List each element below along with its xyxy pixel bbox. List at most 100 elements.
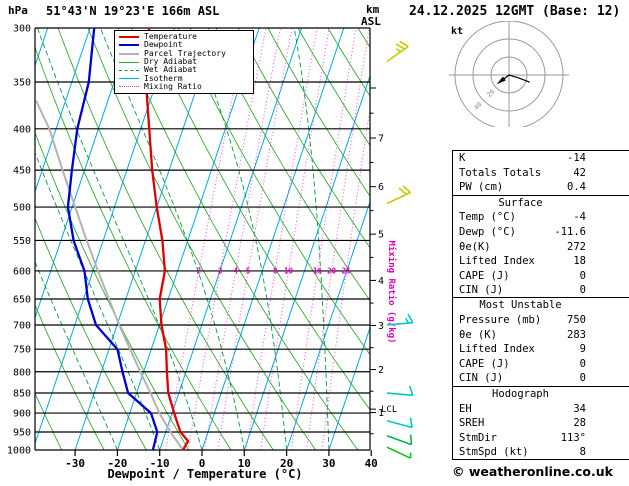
wind-barb [386, 40, 409, 63]
table-row: StmSpd (kt) 8 [453, 445, 629, 460]
svg-text:16: 16 [313, 266, 323, 275]
legend-line-sample [119, 86, 139, 88]
mixing-ratio-axis-label: Mixing Ratio (g/kg) [386, 241, 397, 344]
table-section: Surface Temp (°C) -4 Dewp (°C) -11.6 θe(K) 272… [453, 194, 629, 298]
indices-table: K -14 Totals Totals 42 PW (cm) 0.4 Surface Temp… [452, 150, 629, 461]
svg-text:450: 450 [13, 166, 31, 177]
svg-text:2: 2 [197, 266, 202, 275]
row-value: 0 [579, 269, 586, 282]
table-row: CIN (J) 0 [453, 283, 629, 298]
table-section: Most Unstable Pressure (mb) 750 θe (K) 283 Li… [453, 297, 629, 385]
pressure-grid [34, 27, 371, 451]
svg-text:-20: -20 [107, 457, 127, 470]
row-label: StmSpd (kt) [459, 446, 529, 459]
datetime-title: 24.12.2025 12GMT (Base: 12) [409, 4, 621, 19]
svg-text:700: 700 [13, 320, 31, 331]
svg-text:20: 20 [327, 266, 337, 275]
row-label: CIN (J) [459, 284, 504, 297]
row-value: 0 [579, 372, 586, 385]
legend-item-label: Parcel Trajectory [144, 48, 226, 58]
svg-text:800: 800 [13, 367, 31, 378]
svg-text:550: 550 [13, 236, 31, 247]
table-row: Dewp (°C) -11.6 [453, 225, 629, 240]
km-axis: 1 2 3 4 5 6 7 LCL [370, 87, 397, 435]
row-value: 0 [579, 357, 586, 370]
table-section-title: Surface [498, 196, 543, 209]
legend-item: Temperature [119, 33, 253, 41]
hodograph-trace [501, 74, 530, 83]
table-row: PW (cm) 0.4 [453, 180, 629, 195]
row-label: PW (cm) [459, 181, 504, 194]
row-value: -4 [573, 211, 586, 224]
table-section: Hodograph EH 34 SREH 28 StmDir 113° StmSpd (kt)… [453, 385, 629, 460]
asl-unit-label: ASL [361, 15, 381, 28]
legend-line-sample [119, 44, 139, 47]
table-row: SREH 28 [453, 416, 629, 431]
mixing-ratio-lines [165, 28, 370, 450]
svg-text:0: 0 [199, 457, 206, 470]
legend-line-sample [119, 61, 139, 63]
row-label: K [459, 152, 466, 165]
row-value: -11.6 [554, 226, 586, 238]
legend-item-label: Dry Adiabat [144, 57, 197, 67]
svg-text:350: 350 [13, 78, 31, 89]
row-value: 283 [567, 328, 586, 341]
legend-item: Isotherm [119, 74, 253, 82]
isotherm-lines [35, 28, 370, 450]
svg-text:3: 3 [378, 321, 384, 332]
svg-text:900: 900 [13, 409, 31, 420]
row-label: StmDir [459, 431, 497, 444]
table-row: EH 34 [453, 401, 629, 416]
row-label: CIN (J) [459, 372, 504, 385]
svg-text:750: 750 [13, 345, 31, 356]
row-value: 18 [573, 255, 586, 268]
copyright: © weatheronline.co.uk [452, 464, 613, 479]
row-label: Totals Totals [459, 166, 542, 179]
mixing-ratio-labels: 2 3 4 5 8 10 16 20 25 [197, 266, 351, 275]
station-title: 51°43'N 19°23'E 166m ASL [46, 4, 220, 18]
table-row: Pressure (mb) 750 [453, 313, 629, 328]
table-row: StmDir 113° [453, 430, 629, 445]
svg-text:3: 3 [218, 266, 223, 275]
row-label: Temp (°C) [459, 211, 516, 224]
svg-text:4: 4 [233, 266, 238, 275]
wind-barb [386, 185, 412, 205]
svg-text:1: 1 [378, 408, 384, 419]
table-section: K -14 Totals Totals 42 PW (cm) 0.4 [453, 150, 629, 195]
legend-item: Dewpoint [119, 41, 253, 49]
svg-text:20: 20 [280, 457, 293, 470]
legend-item: Dry Adiabat [119, 58, 253, 66]
row-label: CAPE (J) [459, 269, 510, 282]
row-value: 9 [579, 343, 586, 356]
svg-text:25: 25 [342, 266, 351, 275]
row-value: 0.4 [567, 181, 586, 194]
svg-text:850: 850 [13, 389, 31, 400]
pressure-axis-labels: 300 350 400 450 500 550 600 650 700 750 800 850 900 9… [7, 24, 31, 457]
svg-text:-30: -30 [65, 457, 85, 470]
wind-barb [386, 446, 412, 459]
wind-barb [386, 434, 413, 446]
km-unit-label: km [366, 3, 380, 16]
table-row: θe (K) 283 [453, 328, 629, 343]
table-row: CAPE (J) 0 [453, 357, 629, 372]
table-row: Temp (°C) -4 [453, 210, 629, 225]
table-row: θe(K) 272 [453, 239, 629, 254]
table-row: K -14 [453, 151, 629, 166]
dewpoint-line [66, 28, 159, 450]
svg-text:300: 300 [13, 24, 31, 35]
wind-barb [386, 313, 414, 326]
legend-line-sample [119, 78, 139, 80]
legend-line-sample [119, 69, 139, 71]
legend-item-label: Temperature [144, 32, 197, 42]
parcel-trajectory-line [35, 100, 184, 450]
row-value: 0 [579, 284, 586, 297]
svg-text:1000: 1000 [7, 446, 31, 457]
table-row: CAPE (J) 0 [453, 268, 629, 283]
legend-item-label: Isotherm [144, 73, 183, 83]
row-label: CAPE (J) [459, 357, 510, 370]
row-value: 34 [573, 402, 586, 415]
row-value: 28 [573, 417, 586, 430]
